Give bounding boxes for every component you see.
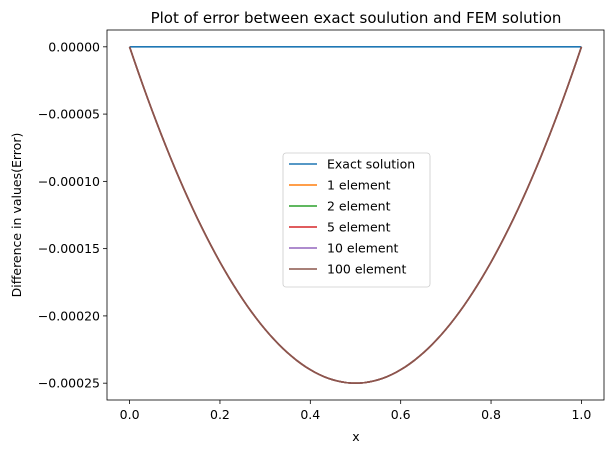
y-tick-label: −0.00010 [38,174,100,189]
x-tick-label: 1.0 [571,407,591,422]
y-tick-label: −0.00020 [38,308,100,323]
y-axis: 0.00000 −0.00005 −0.00010 −0.00015 −0.00020 −… [38,39,107,391]
plot-frame [106,29,605,401]
legend-label-100-element: 100 element [327,262,406,277]
x-tick-label: 0.4 [300,407,320,422]
legend-box [282,152,431,288]
legend-label-exact-solution: Exact solution [327,157,415,172]
x-tick-label: 0.6 [391,407,411,422]
y-tick-label: 0.00000 [48,39,100,54]
x-axis: 0.0 0.2 0.4 0.6 0.8 1.0 [120,400,591,422]
chart-title: Plot of error between exact soulution an… [151,9,562,27]
legend-label-10-element: 10 element [327,241,399,256]
y-tick-label: −0.00005 [38,107,100,122]
series-line-100-element [128,46,583,384]
legend: Exact solution 1 element 2 element 5 elemen… [282,152,431,288]
x-axis-label: x [352,429,359,444]
series-layer [128,46,583,384]
legend-label-5-element: 5 element [327,220,391,235]
y-tick-label: −0.00025 [38,376,100,391]
legend-label-1-element: 1 element [327,178,391,193]
x-tick-label: 0.0 [120,407,140,422]
x-tick-label: 0.8 [481,407,501,422]
y-axis-label: Difference in values(Error) [9,133,24,298]
x-tick-label: 0.2 [210,407,230,422]
y-tick-label: −0.00015 [38,241,100,256]
legend-label-2-element: 2 element [327,199,391,214]
